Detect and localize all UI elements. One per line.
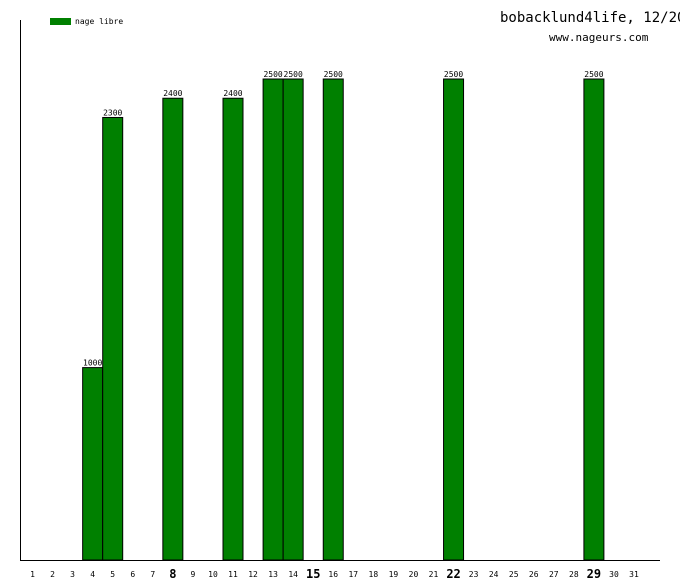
- x-tick-label: 1: [30, 570, 35, 579]
- x-tick-label: 15: [306, 567, 320, 580]
- bar-value-label: 2500: [324, 70, 343, 79]
- x-tick-label: 12: [248, 570, 258, 579]
- x-tick-label: 29: [587, 567, 601, 580]
- bar-day-14: [282, 78, 304, 561]
- bar-day-8: [162, 97, 184, 561]
- bar-day-4: [82, 367, 104, 561]
- x-tick-label: 5: [110, 570, 115, 579]
- bar-day-29: [583, 78, 605, 561]
- bar-day-22: [443, 78, 465, 561]
- x-tick-label: 19: [389, 570, 399, 579]
- bar-day-11: [222, 97, 244, 561]
- chart-subtitle: www.nageurs.com: [549, 31, 649, 44]
- x-tick-label: 18: [369, 570, 379, 579]
- bar-value-label: 2400: [223, 89, 242, 98]
- x-tick-label: 25: [509, 570, 519, 579]
- x-tick-label: 28: [569, 570, 579, 579]
- x-tick-label: 14: [288, 570, 298, 579]
- x-tick-label: 30: [609, 570, 619, 579]
- bar-value-label: 1000: [83, 359, 102, 368]
- x-tick-label: 11: [228, 570, 238, 579]
- legend-swatch: [50, 18, 71, 25]
- bar-value-label: 2500: [284, 70, 303, 79]
- bar-day-16: [322, 78, 344, 561]
- legend: nage libre: [50, 17, 123, 26]
- bar-value-label: 2500: [263, 70, 282, 79]
- x-tick-label: 2: [50, 570, 55, 579]
- x-tick-label: 16: [328, 570, 338, 579]
- bar-series: [82, 78, 605, 561]
- x-tick-label: 9: [190, 570, 195, 579]
- x-tick-label: 17: [348, 570, 358, 579]
- x-tick-label: 22: [446, 567, 460, 580]
- bar-day-5: [102, 116, 124, 561]
- x-tick-label: 6: [130, 570, 135, 579]
- x-tick-label: 27: [549, 570, 559, 579]
- x-tick-label: 24: [489, 570, 499, 579]
- bar-value-label: 2400: [163, 89, 182, 98]
- bar-value-label: 2500: [444, 70, 463, 79]
- legend-label: nage libre: [75, 17, 124, 26]
- x-tick-label: 26: [529, 570, 539, 579]
- x-tick-labels: 1 2 3 4 5 6 7 8 9 10 11 12 13 14 15 16 17 18 19 20 21 22 23 24 2…: [30, 567, 639, 580]
- x-tick-label: 8: [169, 567, 176, 580]
- x-tick-label: 7: [150, 570, 155, 579]
- x-tick-label: 23: [469, 570, 479, 579]
- x-tick-label: 3: [70, 570, 75, 579]
- chart-title: bobacklund4life, 12/202: [500, 10, 680, 26]
- bar-value-label: 2500: [584, 70, 603, 79]
- x-tick-label: 10: [208, 570, 218, 579]
- x-tick-label: 4: [90, 570, 95, 579]
- bar-day-13: [262, 78, 284, 561]
- bar-value-label: 2300: [103, 108, 122, 117]
- x-tick-label: 13: [268, 570, 278, 579]
- x-tick-label: 31: [629, 570, 639, 579]
- x-tick-label: 21: [429, 570, 439, 579]
- x-tick-label: 20: [409, 570, 419, 579]
